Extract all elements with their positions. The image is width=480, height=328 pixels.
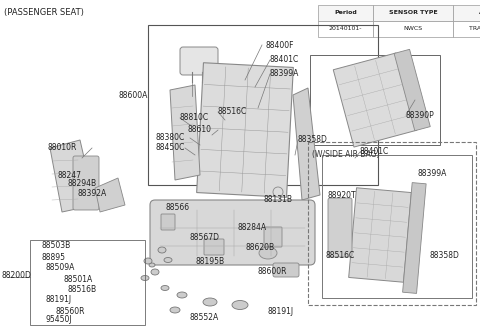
Text: 88191J: 88191J <box>46 296 72 304</box>
Text: 88284A: 88284A <box>238 222 267 232</box>
Text: 88920T: 88920T <box>328 192 357 200</box>
Text: 88516C: 88516C <box>218 108 247 116</box>
Bar <box>403 183 426 294</box>
Text: 88552A: 88552A <box>190 314 219 322</box>
Text: TRACK ASSY: TRACK ASSY <box>469 27 480 31</box>
Bar <box>148 25 378 185</box>
Text: 88566: 88566 <box>165 203 189 213</box>
Bar <box>310 55 440 145</box>
Polygon shape <box>50 140 95 212</box>
Text: 88620B: 88620B <box>245 242 274 252</box>
Text: 88399A: 88399A <box>418 169 447 177</box>
Bar <box>197 63 293 197</box>
Ellipse shape <box>259 247 277 259</box>
Text: 88600R: 88600R <box>258 268 288 277</box>
Bar <box>318 5 373 21</box>
Text: 88195B: 88195B <box>195 256 224 265</box>
Text: Period: Period <box>334 10 357 15</box>
Ellipse shape <box>164 257 172 262</box>
Text: 88401C: 88401C <box>270 55 299 65</box>
Text: 88567D: 88567D <box>190 234 220 242</box>
Ellipse shape <box>141 276 149 280</box>
Text: 88358D: 88358D <box>430 251 460 259</box>
Bar <box>394 49 430 131</box>
Text: (W/SIDE AIR BAG): (W/SIDE AIR BAG) <box>312 150 380 159</box>
Bar <box>348 188 411 282</box>
Bar <box>373 21 453 37</box>
Circle shape <box>273 187 283 197</box>
Text: 88401C: 88401C <box>360 148 389 156</box>
Text: 88503B: 88503B <box>42 241 71 251</box>
Text: 20140101-: 20140101- <box>329 27 362 31</box>
Text: 88516B: 88516B <box>68 285 97 295</box>
Text: 88010R: 88010R <box>48 144 77 153</box>
FancyBboxPatch shape <box>180 47 218 75</box>
Polygon shape <box>293 88 320 200</box>
Bar <box>373 5 453 21</box>
Bar <box>453 5 480 21</box>
Text: 88200D: 88200D <box>2 272 32 280</box>
Text: 88294B: 88294B <box>68 179 97 189</box>
Ellipse shape <box>232 300 248 310</box>
Text: 88895: 88895 <box>42 253 66 261</box>
Text: 88610: 88610 <box>188 126 212 134</box>
Ellipse shape <box>144 258 152 264</box>
Text: (PASSENGER SEAT): (PASSENGER SEAT) <box>4 8 84 17</box>
Text: 88131B: 88131B <box>264 195 293 204</box>
Ellipse shape <box>203 298 217 306</box>
Bar <box>322 155 472 298</box>
Text: 88450C: 88450C <box>155 144 184 153</box>
Ellipse shape <box>161 285 169 291</box>
Text: SENSOR TYPE: SENSOR TYPE <box>389 10 437 15</box>
Text: 88600A: 88600A <box>119 92 148 100</box>
Ellipse shape <box>158 247 166 253</box>
Text: 88516C: 88516C <box>326 251 355 259</box>
FancyBboxPatch shape <box>273 263 299 277</box>
Text: ASSY: ASSY <box>479 10 480 15</box>
Text: 88810C: 88810C <box>180 113 209 122</box>
FancyBboxPatch shape <box>204 239 224 255</box>
FancyBboxPatch shape <box>161 214 175 230</box>
Text: NWCS: NWCS <box>403 27 422 31</box>
Text: 88392A: 88392A <box>78 189 107 197</box>
Bar <box>30 240 145 325</box>
Text: 88358D: 88358D <box>298 135 328 145</box>
Bar <box>453 21 480 37</box>
Text: 88509A: 88509A <box>46 263 75 273</box>
Polygon shape <box>95 178 125 212</box>
Text: 88399A: 88399A <box>270 70 300 78</box>
Ellipse shape <box>170 307 180 313</box>
Polygon shape <box>170 85 200 180</box>
Text: 88380C: 88380C <box>155 133 184 142</box>
FancyBboxPatch shape <box>150 200 315 265</box>
FancyBboxPatch shape <box>73 156 99 210</box>
Bar <box>318 21 373 37</box>
Text: 88560R: 88560R <box>55 306 84 316</box>
Text: 88390P: 88390P <box>406 111 435 119</box>
FancyBboxPatch shape <box>328 198 352 257</box>
Ellipse shape <box>149 263 155 267</box>
Text: 88501A: 88501A <box>64 275 93 283</box>
Ellipse shape <box>177 292 187 298</box>
FancyBboxPatch shape <box>264 227 282 247</box>
Text: 88247: 88247 <box>58 171 82 179</box>
Text: 95450J: 95450J <box>46 316 72 324</box>
Bar <box>308 142 476 305</box>
Text: 88400F: 88400F <box>265 40 293 50</box>
Ellipse shape <box>151 269 159 275</box>
Text: 88191J: 88191J <box>268 306 294 316</box>
Bar <box>333 53 417 147</box>
